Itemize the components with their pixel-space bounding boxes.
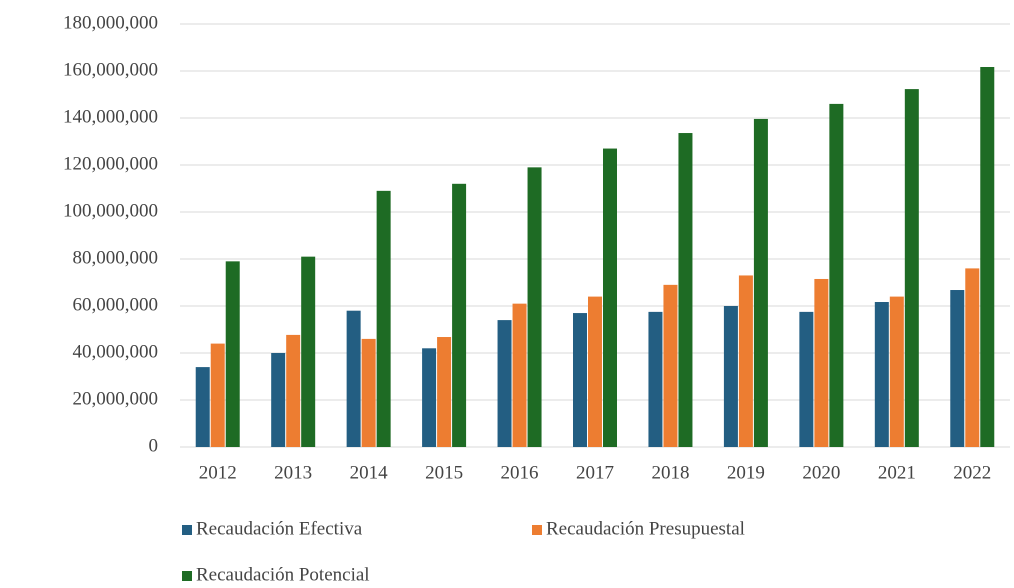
y-tick-label: 180,000,000 [63, 12, 158, 33]
bar [422, 348, 437, 447]
bar [814, 278, 829, 447]
bar [286, 334, 301, 447]
bar [874, 302, 889, 447]
y-tick-label: 100,000,000 [63, 200, 158, 221]
bar [980, 67, 995, 447]
legend-label: Recaudación Potencial [196, 564, 370, 585]
y-tick-label: 160,000,000 [63, 59, 158, 80]
x-tick-label: 2014 [350, 462, 389, 483]
bar [950, 290, 965, 447]
x-tick-label: 2017 [576, 462, 614, 483]
y-tick-label: 140,000,000 [63, 106, 158, 127]
bar [904, 89, 919, 447]
x-tick-label: 2015 [425, 462, 463, 483]
bar [723, 306, 738, 447]
legend-label: Recaudación Presupuestal [546, 518, 745, 539]
bar [225, 261, 240, 447]
bar [829, 103, 844, 448]
x-tick-label: 2016 [501, 462, 539, 483]
bar [573, 313, 587, 447]
bar [663, 284, 678, 447]
bar [648, 311, 663, 447]
bar [195, 367, 210, 447]
legend-swatch [182, 571, 192, 581]
bar [376, 190, 391, 447]
bar [301, 256, 316, 447]
bar [210, 343, 225, 447]
y-tick-label: 60,000,000 [73, 294, 159, 315]
x-tick-label: 2021 [878, 462, 916, 483]
x-tick-label: 2022 [953, 462, 991, 483]
legend-swatch [532, 525, 542, 535]
x-tick-label: 2012 [199, 462, 237, 483]
bar [512, 303, 527, 447]
y-tick-label: 80,000,000 [73, 247, 159, 268]
bar [437, 337, 452, 447]
bar [497, 320, 512, 447]
x-tick-label: 2020 [802, 462, 840, 483]
bar [588, 296, 602, 447]
legend-label: Recaudación Efectiva [196, 518, 363, 539]
y-tick-label: 120,000,000 [63, 153, 158, 174]
x-tick-label: 2019 [727, 462, 765, 483]
bar [361, 338, 376, 447]
bar [965, 268, 980, 447]
bar [753, 118, 768, 447]
bar [452, 183, 467, 448]
x-tick-label: 2018 [651, 462, 689, 483]
bar [678, 133, 693, 448]
y-tick-label: 40,000,000 [73, 341, 159, 362]
bar [271, 353, 286, 447]
bar [527, 167, 542, 447]
bar [738, 275, 753, 447]
legend-swatch [182, 525, 192, 535]
y-tick-label: 0 [149, 435, 159, 456]
bar [889, 296, 904, 447]
bar [799, 311, 814, 447]
y-tick-label: 20,000,000 [73, 388, 159, 409]
bar [603, 148, 617, 448]
bar [346, 310, 361, 447]
x-tick-label: 2013 [274, 462, 312, 483]
